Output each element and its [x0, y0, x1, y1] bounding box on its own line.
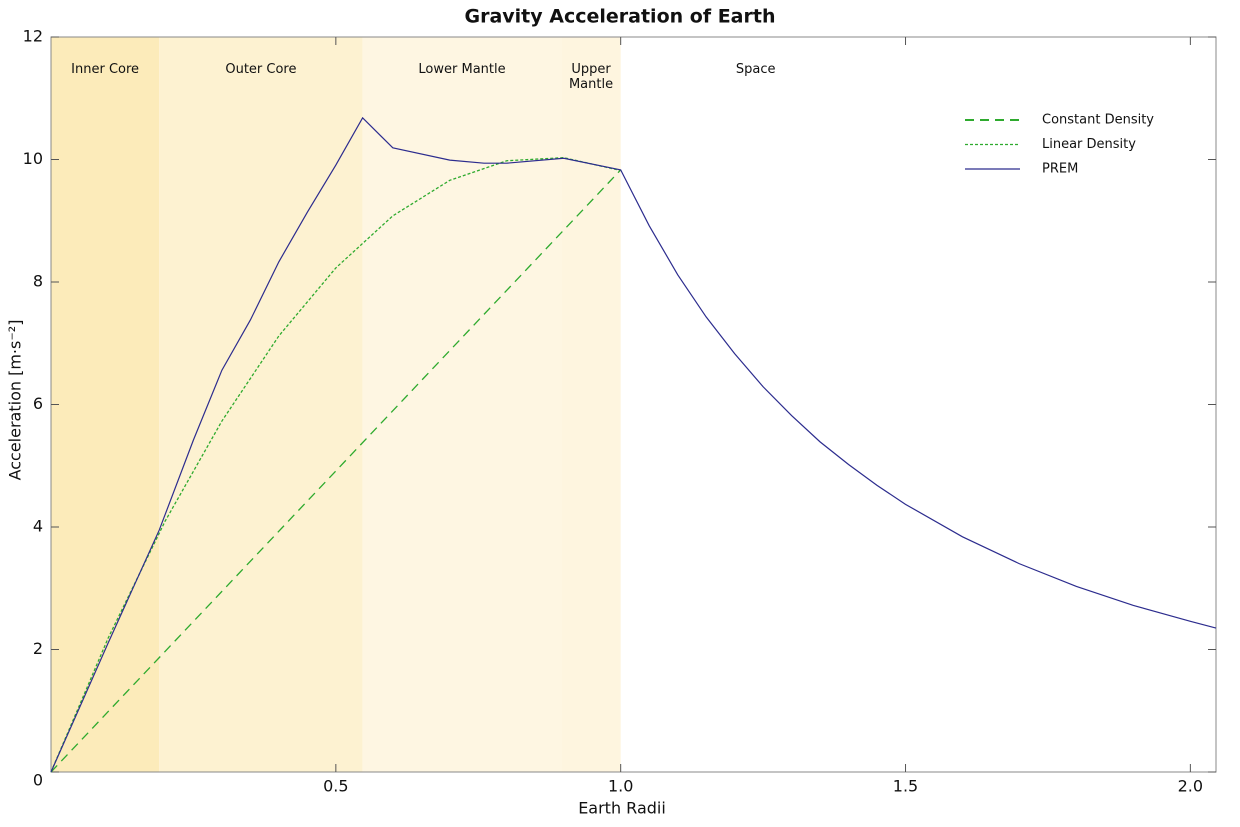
series-line — [50, 116, 1217, 773]
legend-label: Constant Density — [1042, 113, 1154, 128]
chart-title: Gravity Acceleration of Earth — [465, 6, 776, 28]
region-label: Outer Core — [225, 62, 297, 77]
y-axis-label: Acceleration [m·s⁻²] — [6, 320, 25, 481]
y-tick-label: 6 — [33, 394, 43, 413]
plot: 0 2 4 6 8 10 12 0.5 1.0 1.5 2.0 Constant Density Lin… — [23, 27, 1217, 796]
x-tick-label: 1.0 — [608, 777, 633, 796]
legend-label: PREM — [1042, 162, 1078, 177]
legend-label: Linear Density — [1042, 137, 1136, 152]
regions — [51, 37, 621, 772]
region-band — [561, 37, 621, 772]
x-tick-label: 1.5 — [893, 777, 918, 796]
y-tick-label: 2 — [33, 639, 43, 658]
y-tick-label: 4 — [33, 517, 43, 536]
region-band — [362, 37, 562, 772]
region-label: Inner Core — [71, 62, 140, 77]
y-tick-label: 10 — [23, 149, 43, 168]
series-line — [50, 169, 622, 773]
x-axis-label: Earth Radii — [578, 799, 666, 818]
x-tick-label: 0.5 — [323, 777, 348, 796]
region-band — [51, 37, 160, 772]
region-label: Space — [735, 62, 776, 77]
y-tick-label: 12 — [23, 27, 43, 46]
y-tick-label: 8 — [33, 272, 43, 291]
y-tick-label: 0 — [33, 771, 43, 790]
x-tick-label: 2.0 — [1178, 777, 1203, 796]
region-band — [159, 37, 363, 772]
region-label: Upper Mantle — [568, 62, 614, 92]
region-label: Lower Mantle — [418, 62, 506, 77]
